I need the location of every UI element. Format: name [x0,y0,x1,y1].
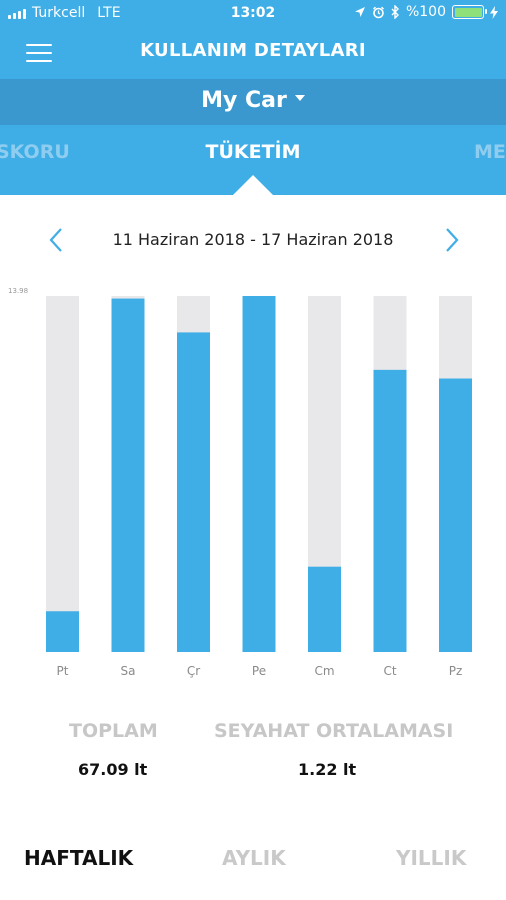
trip-average-label: SEYAHAT ORTALAMASI [214,720,454,742]
x-tick-label: Cm [314,664,334,678]
bar-Çr[interactable] [177,332,210,652]
bar-Cm[interactable] [308,566,341,652]
hamburger-line [26,52,52,54]
status-time: 13:02 [230,5,276,21]
bar-chart: 13.98 Pt Sa Çr Pe Cm Ct Pz [8,287,472,678]
car-selector[interactable]: My Car [0,88,506,113]
charging-icon [490,5,498,19]
bar-Pt[interactable] [46,611,79,652]
page-title: KULLANIM DETAYLARI [140,40,366,61]
menu-button[interactable] [26,44,52,62]
period-monthly[interactable]: AYLIK [222,846,286,870]
network-label: LTE [97,5,121,21]
x-tick-label: Pt [57,664,69,678]
chevron-left-icon [49,228,62,252]
bar-Pz[interactable] [439,378,472,652]
bar-track [46,296,79,652]
battery-fill [454,7,482,17]
chevron-right-icon [446,228,459,252]
date-navigator: 11 Haziran 2018 - 17 Haziran 2018 [0,222,506,258]
car-selector-label: My Car [201,88,287,113]
top-bar: Turkcell LTE 13:02 %100 KULLANIM DETAYLA… [0,0,506,195]
battery-icon [452,5,487,19]
app-header: KULLANIM DETAYLARI [0,28,506,78]
bar-Pe[interactable] [242,296,276,652]
summary-section: TOPLAM 67.09 lt SEYAHAT ORTALAMASI 1.22 … [0,720,506,790]
caret-down-icon [294,95,305,101]
status-bar: Turkcell LTE 13:02 %100 [0,0,506,28]
status-right: %100 [354,4,498,20]
bar-Sa[interactable] [111,298,145,652]
consumption-chart: 13.98 Pt Sa Çr Pe Cm Ct Pz [0,282,506,692]
period-yearly[interactable]: YILLIK [396,846,467,870]
alarm-icon [373,6,384,18]
y-max-label: 13.98 [8,287,28,295]
x-tick-label: Sa [121,664,136,678]
bar-Ct[interactable] [373,369,407,652]
period-weekly[interactable]: HAFTALIK [24,846,134,870]
period-tabs: HAFTALIK AYLIK YILLIK [0,840,506,880]
total-label: TOPLAM [69,720,158,742]
date-range-label: 11 Haziran 2018 - 17 Haziran 2018 [112,230,394,249]
x-tick-label: Çr [187,664,200,678]
tab-tuketim[interactable]: TÜKETİM [205,141,301,163]
total-value: 67.09 lt [78,760,148,779]
trip-average-value: 1.22 lt [298,760,357,779]
tab-me[interactable]: ME [474,141,506,163]
status-left: Turkcell LTE [8,5,121,21]
previous-week-button[interactable] [44,226,70,254]
car-selector-bar: My Car [0,79,506,125]
location-icon [354,7,365,17]
battery-percent: %100 [405,4,446,20]
hamburger-icon [26,44,52,46]
next-week-button[interactable] [438,226,464,254]
x-tick-label: Pz [449,664,463,678]
signal-icon [8,8,26,19]
tab-skoru[interactable]: SKORU [0,141,70,163]
x-tick-label: Ct [383,664,396,678]
carrier-label: Turkcell [32,5,86,21]
x-tick-label: Pe [252,664,266,678]
active-tab-indicator [233,175,273,195]
hamburger-line [26,60,52,62]
bluetooth-icon [391,5,399,19]
category-tabs: SKORU TÜKETİM ME [0,125,506,195]
